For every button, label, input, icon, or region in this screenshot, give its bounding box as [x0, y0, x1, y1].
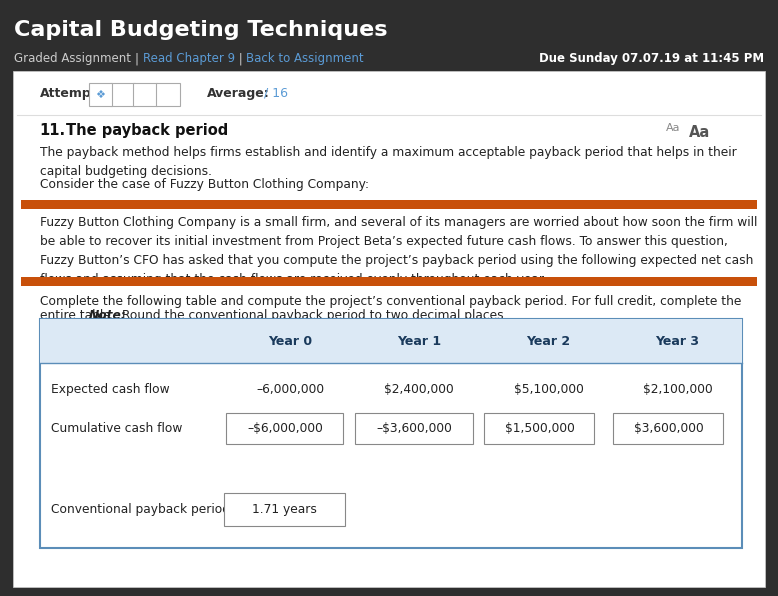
FancyBboxPatch shape [40, 319, 742, 363]
Text: Year 2: Year 2 [527, 335, 570, 348]
Text: |: | [135, 52, 142, 65]
Text: Year 0: Year 0 [268, 335, 312, 348]
Text: Round the conventional payback period to two decimal places.: Round the conventional payback period to… [118, 309, 507, 322]
Text: Expected cash flow: Expected cash flow [51, 383, 170, 396]
FancyBboxPatch shape [226, 413, 343, 444]
Text: The payback period: The payback period [66, 123, 229, 138]
FancyBboxPatch shape [484, 413, 594, 444]
Text: Year 1: Year 1 [398, 335, 441, 348]
Text: Consider the case of Fuzzy Button Clothing Company:: Consider the case of Fuzzy Button Clothi… [40, 178, 369, 191]
Text: The payback method helps firms establish and identify a maximum acceptable payba: The payback method helps firms establish… [40, 146, 737, 178]
FancyBboxPatch shape [110, 83, 135, 106]
Text: Conventional payback period:: Conventional payback period: [51, 502, 234, 516]
Text: 1.71 years: 1.71 years [252, 502, 317, 516]
Text: Aa: Aa [689, 125, 710, 140]
Text: Complete the following table and compute the project’s conventional payback peri: Complete the following table and compute… [40, 296, 741, 308]
Text: entire table.: entire table. [40, 309, 118, 322]
Text: Capital Budgeting Techniques: Capital Budgeting Techniques [14, 20, 387, 40]
Text: Year 3: Year 3 [656, 335, 699, 348]
Text: $5,100,000: $5,100,000 [513, 383, 584, 396]
Text: Average:: Average: [207, 87, 269, 100]
FancyBboxPatch shape [355, 413, 472, 444]
Text: / 16: / 16 [264, 87, 288, 100]
Text: $2,100,000: $2,100,000 [643, 383, 713, 396]
Text: Due Sunday 07.07.19 at 11:45 PM: Due Sunday 07.07.19 at 11:45 PM [539, 52, 764, 65]
FancyBboxPatch shape [89, 83, 112, 106]
Text: $1,500,000: $1,500,000 [505, 422, 575, 435]
Text: ❖: ❖ [96, 89, 106, 100]
FancyBboxPatch shape [156, 83, 180, 106]
Text: Attempts:: Attempts: [40, 87, 110, 100]
Text: Note:: Note: [89, 309, 127, 322]
Text: $2,400,000: $2,400,000 [384, 383, 454, 396]
Text: Back to Assignment: Back to Assignment [246, 52, 364, 65]
FancyBboxPatch shape [224, 492, 345, 526]
Text: $3,600,000: $3,600,000 [634, 422, 703, 435]
Text: |: | [235, 52, 246, 65]
Text: Fuzzy Button Clothing Company is a small firm, and several of its managers are w: Fuzzy Button Clothing Company is a small… [40, 216, 757, 285]
FancyBboxPatch shape [21, 200, 757, 209]
Text: –6,000,000: –6,000,000 [256, 383, 324, 396]
Text: Cumulative cash flow: Cumulative cash flow [51, 422, 183, 435]
FancyBboxPatch shape [13, 71, 765, 588]
FancyBboxPatch shape [133, 83, 157, 106]
FancyBboxPatch shape [40, 319, 742, 548]
FancyBboxPatch shape [21, 277, 757, 286]
FancyBboxPatch shape [613, 413, 723, 444]
Text: –$6,000,000: –$6,000,000 [247, 422, 324, 435]
Text: 11.: 11. [40, 123, 66, 138]
Text: Graded Assignment: Graded Assignment [14, 52, 135, 65]
Text: Aa: Aa [666, 123, 681, 134]
Text: –$3,600,000: –$3,600,000 [377, 422, 452, 435]
Text: Read Chapter 9: Read Chapter 9 [142, 52, 235, 65]
